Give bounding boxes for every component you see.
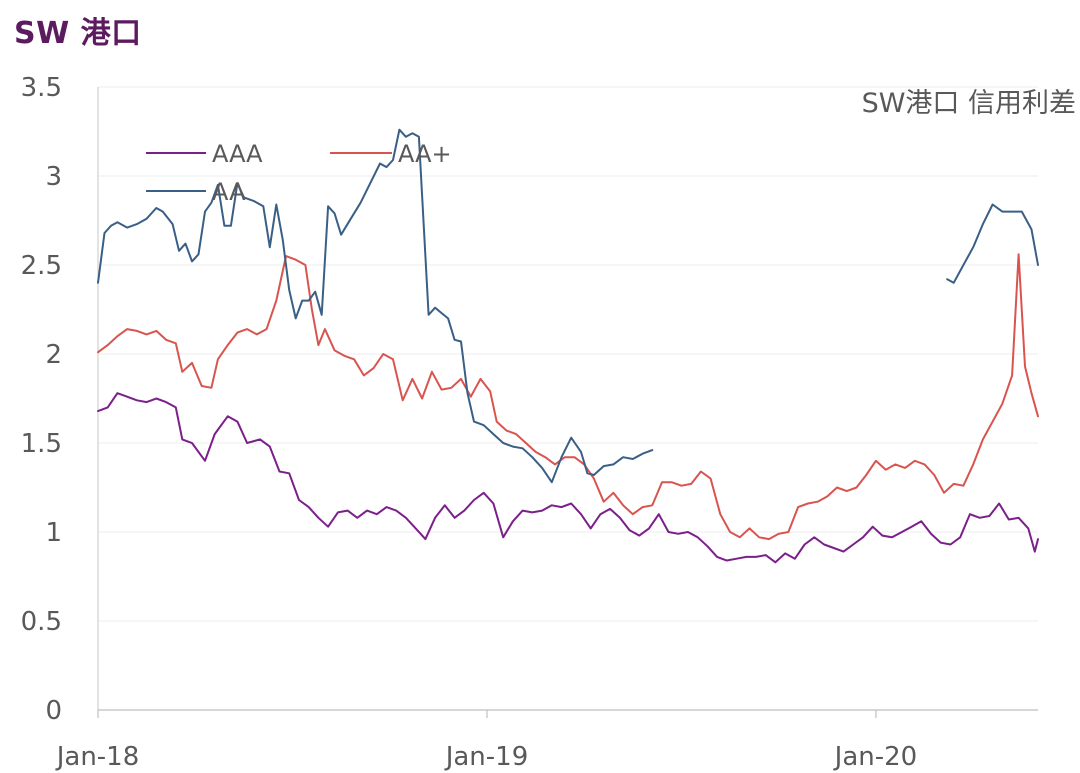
x-tick-label: Jan-20 [833,742,918,772]
x-tick-label: Jan-18 [55,742,140,772]
y-tick-label: 1.5 [21,429,62,459]
series-line-aaa [97,392,1039,564]
x-tick-label: Jan-19 [444,742,529,772]
chart-title: SW港口 信用利差 [862,88,1076,119]
y-tick-label: 0 [45,696,62,726]
page-title: SW 港口 [14,16,142,51]
y-tick-label: 2 [45,340,62,370]
y-axis-tick-labels: 0 0.5 1 1.5 2 2.5 3 3.5 [21,73,62,726]
y-tick-label: 2.5 [21,251,62,281]
x-axis-tick-labels: Jan-18 Jan-19 Jan-20 [55,742,917,772]
series-lines [97,128,1039,564]
y-tick-label: 1 [45,518,62,548]
y-tick-label: 3.5 [21,73,62,103]
series-line-aa-plus [97,253,1039,541]
legend-label: AA [212,178,246,206]
y-tick-label: 3 [45,162,62,192]
axes [97,87,1038,718]
legend: AAA AA+ AA [146,140,452,206]
series-line-aa [97,128,1039,484]
y-tick-label: 0.5 [21,607,62,637]
legend-label: AAA [212,140,263,168]
legend-label: AA+ [398,140,452,168]
